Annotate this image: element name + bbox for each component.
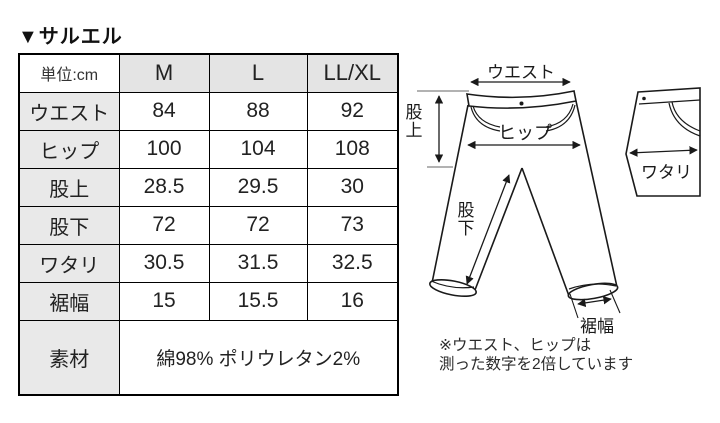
right-pocket-arc <box>545 104 576 132</box>
rise-label: 股上 <box>405 103 423 140</box>
col-head-llxl: LL/XL <box>306 53 399 93</box>
pants-side-drawing <box>625 87 701 197</box>
unit-cell: 単位:cm <box>18 53 120 93</box>
right-pocket-arc-inner <box>545 103 574 128</box>
waist-button <box>519 101 524 106</box>
thigh-label: ワタリ <box>641 163 692 182</box>
size-value: 30 <box>306 167 399 207</box>
size-value: 88 <box>208 91 308 131</box>
right-outseam <box>575 100 618 288</box>
row-label: ヒップ <box>18 129 120 169</box>
size-value: 28.5 <box>118 167 210 207</box>
left-pocket-arc <box>470 106 501 132</box>
size-value: 15 <box>118 281 210 321</box>
table-row-hem: 裾幅 15 15.5 16 <box>18 281 399 321</box>
inseam-label: 股下 <box>457 201 475 238</box>
row-label: 股下 <box>18 205 120 245</box>
size-value: 108 <box>306 129 399 169</box>
row-label: ウエスト <box>18 91 120 131</box>
size-value: 104 <box>208 129 308 169</box>
hem-width-arrow <box>577 295 612 308</box>
size-table: 単位:cm M L LL/XL ウエスト 84 88 92 ヒップ 100 10… <box>18 53 399 396</box>
size-value: 29.5 <box>208 167 308 207</box>
left-hem-cuff <box>428 278 478 298</box>
measurement-arrows <box>417 77 698 319</box>
hip-label: ヒップ <box>498 123 552 143</box>
row-label: 素材 <box>18 319 120 396</box>
col-head-l: L <box>208 53 308 93</box>
size-value: 31.5 <box>208 243 308 283</box>
measurement-note: ※ウエスト、ヒップは 測った数字を2倍しています <box>439 336 633 374</box>
size-value: 30.5 <box>118 243 210 283</box>
table-row-rise: 股上 28.5 29.5 30 <box>18 167 399 207</box>
size-value: 84 <box>118 91 210 131</box>
size-value: 73 <box>306 205 399 245</box>
hem-width-label: 裾幅 <box>580 317 614 336</box>
side-pocket-arc-inner <box>671 101 701 132</box>
waistband <box>466 90 577 109</box>
right-inseam <box>521 167 570 297</box>
left-outseam <box>431 104 469 284</box>
size-value: 72 <box>208 205 308 245</box>
col-head-m: M <box>118 53 210 93</box>
material-value: 綿98% ポリウレタン2% <box>118 319 399 396</box>
pants-front-drawing <box>428 90 619 301</box>
note-line-1: ※ウエスト、ヒップは <box>439 337 592 354</box>
row-label: 股上 <box>18 167 120 207</box>
side-pocket-arc <box>668 102 701 137</box>
left-hem-cuff-line <box>430 280 475 289</box>
side-piece-outline <box>625 87 701 197</box>
size-value: 32.5 <box>306 243 399 283</box>
size-value: 100 <box>118 129 210 169</box>
waist-label: ウエスト <box>487 63 555 82</box>
left-pocket-arc-inner <box>472 105 501 128</box>
table-row-material: 素材 綿98% ポリウレタン2% <box>18 319 399 396</box>
size-value: 15.5 <box>208 281 308 321</box>
left-inseam <box>474 167 523 291</box>
pants-measurement-diagram <box>417 77 701 319</box>
row-label: 裾幅 <box>18 281 120 321</box>
size-value: 16 <box>306 281 399 321</box>
size-value: 72 <box>118 205 210 245</box>
table-row-inseam: 股下 72 72 73 <box>18 205 399 245</box>
row-label: ワタリ <box>18 243 120 283</box>
size-value: 92 <box>306 91 399 131</box>
page-title: ▼サルエル <box>18 26 123 48</box>
table-row-waist: ウエスト 84 88 92 <box>18 91 399 131</box>
inseam-arrow <box>465 174 511 285</box>
hem-tick-right <box>609 289 621 314</box>
table-row-thigh: ワタリ 30.5 31.5 32.5 <box>18 243 399 283</box>
side-waist-button <box>642 96 646 101</box>
hem-tick-left <box>569 293 579 319</box>
note-line-2: 測った数字を2倍しています <box>439 356 634 373</box>
table-header-row: 単位:cm M L LL/XL <box>18 53 399 93</box>
side-waistband-line <box>638 99 701 105</box>
right-hem-cuff-line <box>568 283 617 290</box>
table-row-hip: ヒップ 100 104 108 <box>18 129 399 169</box>
thigh-arrow <box>629 146 698 157</box>
